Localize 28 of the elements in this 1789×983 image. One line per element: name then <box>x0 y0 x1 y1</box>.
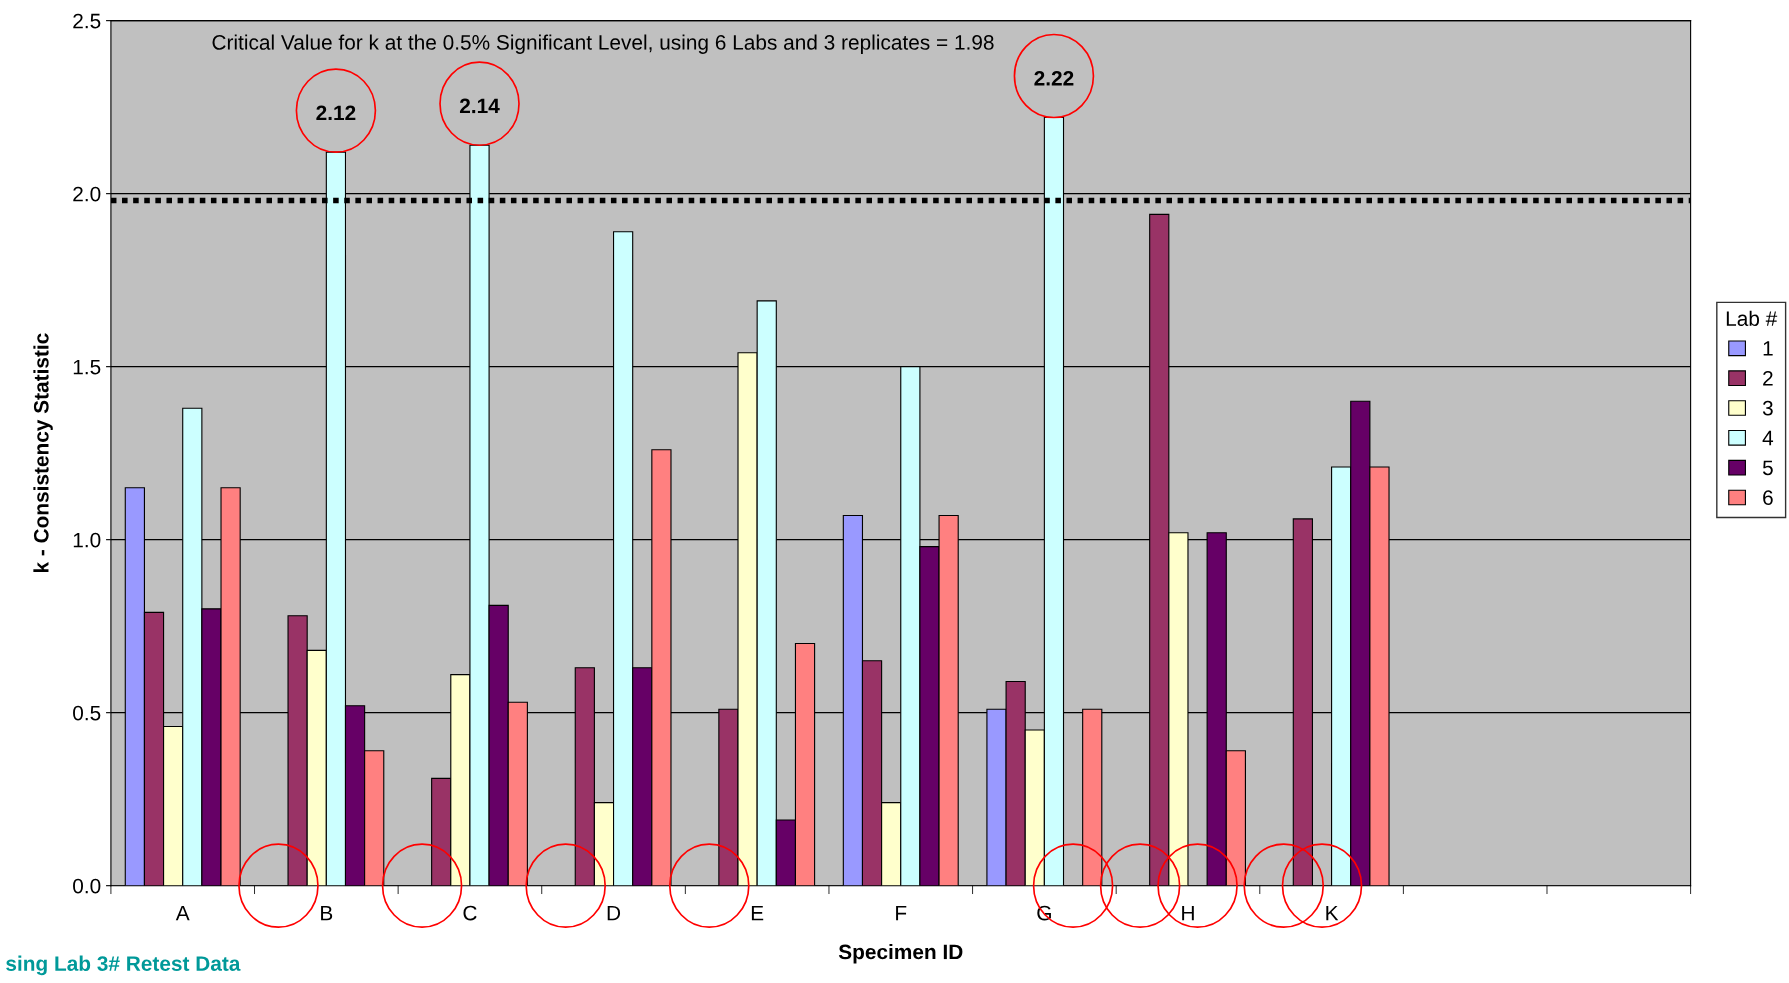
x-tick-label: K <box>1326 905 1339 921</box>
legend-title: Lab # <box>1726 310 1778 326</box>
legend-label: 2 <box>1763 370 1773 386</box>
legend-label: 5 <box>1762 460 1773 476</box>
y-tick-label: 0.5 <box>73 705 101 721</box>
y-axis-title: k - Consistency Statistic <box>33 333 53 573</box>
annotation: 2.22 <box>1034 70 1074 86</box>
x-axis-title: Specimen ID <box>838 943 963 964</box>
x-tick-label: B <box>321 905 333 921</box>
legend-label: 6 <box>1763 490 1773 506</box>
x-tick-label: C <box>463 905 477 921</box>
annotation: 2.14 <box>459 98 500 114</box>
x-tick-label: A <box>175 905 190 921</box>
text: sing Lab 3# Retest Data <box>6 955 241 976</box>
y-tick-label: 2.5 <box>73 13 101 29</box>
legend-label: 4 <box>1762 430 1774 446</box>
y-tick-label: 1.0 <box>73 532 101 548</box>
y-tick-label: 1.5 <box>73 359 101 375</box>
x-tick-label: D <box>607 905 621 921</box>
legend-label: 3 <box>1762 400 1773 416</box>
x-tick-label: F <box>896 905 907 921</box>
x-tick-label: H <box>1182 905 1194 921</box>
legend-label: 1 <box>1763 341 1773 356</box>
x-tick-label: E <box>751 905 764 921</box>
annotation: 2.12 <box>316 105 356 121</box>
y-tick-label: 0.0 <box>73 878 101 894</box>
annotation: Critical Value for k at the 0.5% Significant Level, using 6 Labs and 3 replicates = 1.98 <box>212 34 994 54</box>
y-tick-label: 2.0 <box>73 186 101 202</box>
